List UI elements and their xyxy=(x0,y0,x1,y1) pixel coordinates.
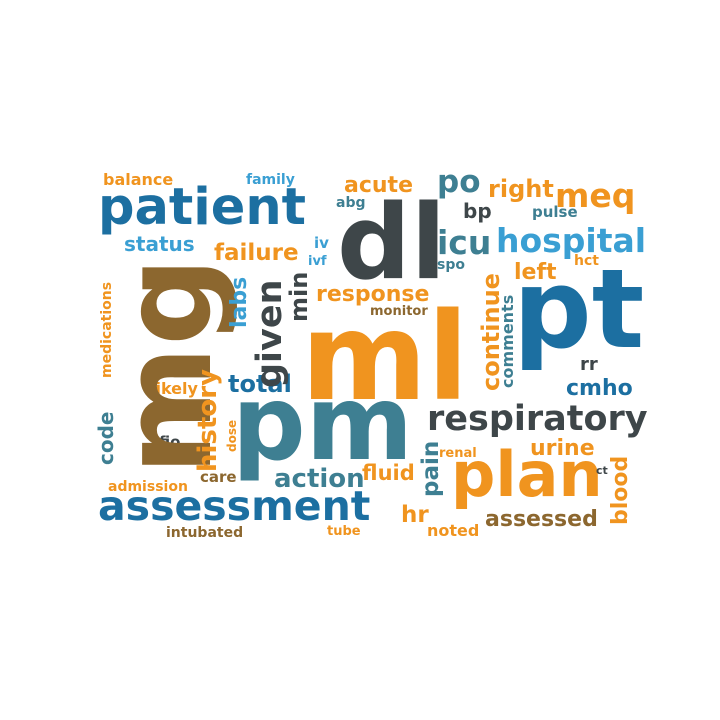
word-iv: iv xyxy=(314,234,329,252)
word-ml: ml xyxy=(301,287,469,428)
word-urine: urine xyxy=(530,436,595,461)
word-right: right xyxy=(488,175,554,203)
word-fio: fio xyxy=(159,433,181,451)
word-noted: noted xyxy=(427,521,480,540)
word-hr: hr xyxy=(401,502,429,528)
word-pt: pt xyxy=(513,245,645,373)
word-pm: pm xyxy=(232,364,414,484)
word-cmho: cmho xyxy=(566,376,633,401)
word-comments: comments xyxy=(498,294,517,388)
word-likely: likely xyxy=(150,379,198,398)
word-dl: dl xyxy=(337,183,447,303)
word-pulse: pulse xyxy=(532,203,578,221)
word-fluid: fluid xyxy=(362,461,415,485)
word-pain: pain xyxy=(418,440,444,497)
word-assessed: assessed xyxy=(485,507,598,532)
word-icu: icu xyxy=(437,223,492,262)
word-family: family xyxy=(246,172,295,188)
word-bp: bp xyxy=(463,199,492,223)
word-ct: ct xyxy=(596,464,608,477)
word-renal: renal xyxy=(439,446,477,461)
word-response: response xyxy=(316,282,430,307)
word-patient: patient xyxy=(98,178,307,237)
word-tube: tube xyxy=(327,524,361,539)
word-total: total xyxy=(228,370,292,398)
word-intubated: intubated xyxy=(166,525,244,541)
word-blood: blood xyxy=(608,455,633,525)
word-hct: hct xyxy=(574,253,599,269)
word-respiratory: respiratory xyxy=(427,399,648,439)
word-abg: abg xyxy=(336,195,366,211)
word-acute: acute xyxy=(344,173,413,198)
word-history: history xyxy=(193,369,223,472)
word-assessment: assessment xyxy=(98,482,371,530)
word-monitor: monitor xyxy=(370,304,428,319)
word-plan: plan xyxy=(451,438,603,511)
word-dose: dose xyxy=(225,419,239,452)
word-ivf: ivf xyxy=(308,254,327,269)
word-spo: spo xyxy=(437,257,465,273)
word-left: left xyxy=(514,260,557,285)
word-po: po xyxy=(437,164,481,200)
word-admission: admission xyxy=(108,479,188,495)
word-meq: meq xyxy=(555,176,636,215)
word-action: action xyxy=(274,464,365,494)
word-min: min xyxy=(285,271,313,322)
word-medications: medications xyxy=(99,281,115,378)
word-code: code xyxy=(94,411,118,465)
word-failure: failure xyxy=(214,240,299,266)
word-hospital: hospital xyxy=(496,221,647,260)
word-labs: labs xyxy=(227,276,252,328)
word-rr: rr xyxy=(580,354,598,375)
word-status: status xyxy=(124,232,195,256)
word-given: given xyxy=(250,279,290,388)
word-care: care xyxy=(200,468,237,486)
word-balance: balance xyxy=(103,170,174,189)
